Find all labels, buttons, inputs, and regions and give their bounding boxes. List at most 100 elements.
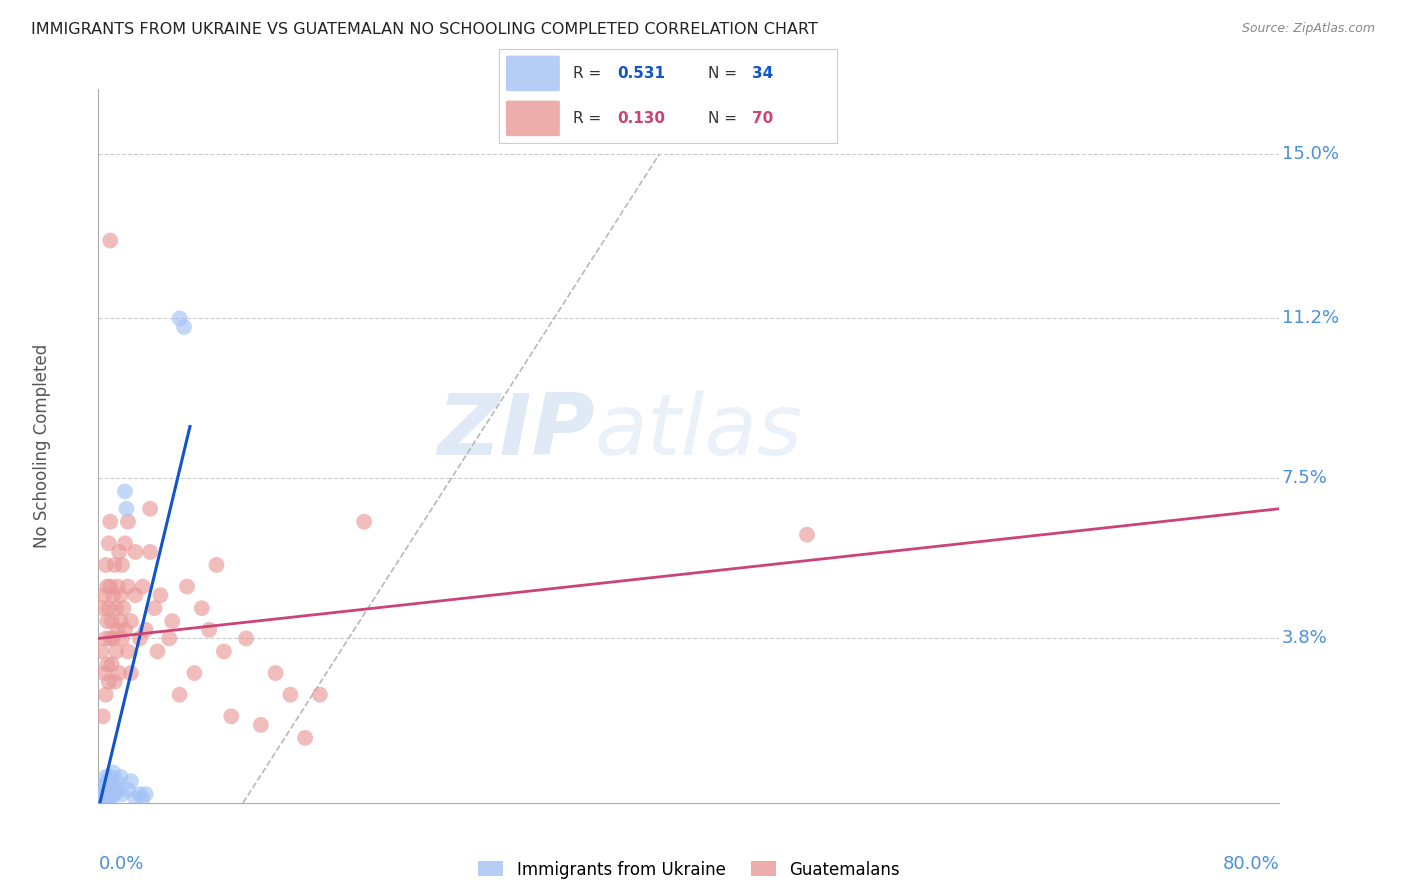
Text: R =: R = (574, 111, 606, 126)
Point (103, 632, 125, 646)
Point (96, 782, 118, 797)
Point (120, 774, 142, 789)
Point (353, 515, 375, 529)
Point (205, 558, 228, 572)
Text: N =: N = (709, 111, 742, 126)
Point (96, 580, 118, 594)
Point (191, 601, 214, 615)
Text: N =: N = (709, 66, 742, 81)
Point (250, 718, 273, 732)
Point (221, 709, 243, 723)
Point (94, 688, 117, 702)
Point (111, 632, 134, 646)
Point (110, 614, 132, 628)
Point (98, 787, 121, 801)
Point (100, 657, 122, 672)
Point (104, 674, 127, 689)
Point (97, 601, 120, 615)
Point (94, 558, 117, 572)
Text: atlas: atlas (595, 390, 803, 474)
Text: R =: R = (574, 66, 606, 81)
Point (139, 545, 162, 559)
Point (97, 674, 120, 689)
Point (135, 623, 157, 637)
Text: 11.2%: 11.2% (1282, 310, 1339, 327)
Point (97, 791, 120, 805)
Point (114, 536, 136, 550)
Point (100, 791, 122, 805)
Point (94, 770, 117, 784)
Point (98, 515, 121, 529)
Point (103, 779, 125, 793)
Text: 0.130: 0.130 (617, 111, 665, 126)
Text: Source: ZipAtlas.com: Source: ZipAtlas.com (1241, 22, 1375, 36)
Point (110, 770, 132, 784)
Point (93, 666, 115, 681)
Point (96, 614, 118, 628)
Point (104, 787, 127, 801)
Point (105, 601, 128, 615)
Point (146, 644, 169, 658)
Point (117, 644, 139, 658)
Point (97, 779, 120, 793)
Point (115, 501, 138, 516)
Point (107, 580, 129, 594)
Point (139, 501, 162, 516)
Text: No Schooling Completed: No Schooling Completed (34, 344, 52, 548)
Point (91, 709, 114, 723)
Point (111, 787, 134, 801)
Point (107, 782, 129, 797)
Point (132, 580, 155, 594)
Point (169, 311, 191, 326)
Point (93, 588, 115, 602)
Point (94, 791, 117, 805)
Point (100, 614, 122, 628)
Point (91, 779, 114, 793)
Point (120, 666, 142, 681)
Point (108, 545, 131, 559)
Point (135, 787, 157, 801)
Point (105, 644, 128, 658)
Point (100, 782, 122, 797)
Text: ZIP: ZIP (437, 390, 595, 474)
Legend: Immigrants from Ukraine, Guatemalans: Immigrants from Ukraine, Guatemalans (471, 854, 907, 885)
Point (212, 644, 235, 658)
Point (98, 770, 121, 784)
Point (103, 588, 125, 602)
Point (117, 515, 139, 529)
Point (96, 791, 118, 805)
Point (91, 787, 114, 801)
Point (264, 666, 287, 681)
Point (120, 614, 142, 628)
Point (124, 588, 146, 602)
Point (128, 632, 150, 646)
Point (98, 632, 121, 646)
Point (96, 657, 118, 672)
Point (309, 688, 332, 702)
Point (98, 234, 121, 248)
Point (107, 623, 129, 637)
Point (280, 688, 302, 702)
Text: 70: 70 (752, 111, 773, 126)
Point (110, 588, 132, 602)
Point (183, 666, 205, 681)
Point (94, 787, 117, 801)
Point (198, 623, 221, 637)
Point (90, 791, 112, 805)
Point (124, 545, 146, 559)
Text: 34: 34 (752, 66, 773, 81)
Point (132, 791, 155, 805)
FancyBboxPatch shape (506, 101, 560, 136)
Point (173, 320, 195, 334)
Point (111, 558, 134, 572)
Point (117, 782, 139, 797)
Point (105, 774, 128, 789)
Text: 7.5%: 7.5% (1282, 469, 1327, 487)
Point (796, 527, 818, 541)
Point (114, 484, 136, 499)
Text: 15.0%: 15.0% (1282, 145, 1339, 163)
Text: 0.531: 0.531 (617, 66, 665, 81)
FancyBboxPatch shape (506, 55, 560, 91)
Text: 0.0%: 0.0% (98, 855, 143, 872)
Point (93, 791, 115, 805)
